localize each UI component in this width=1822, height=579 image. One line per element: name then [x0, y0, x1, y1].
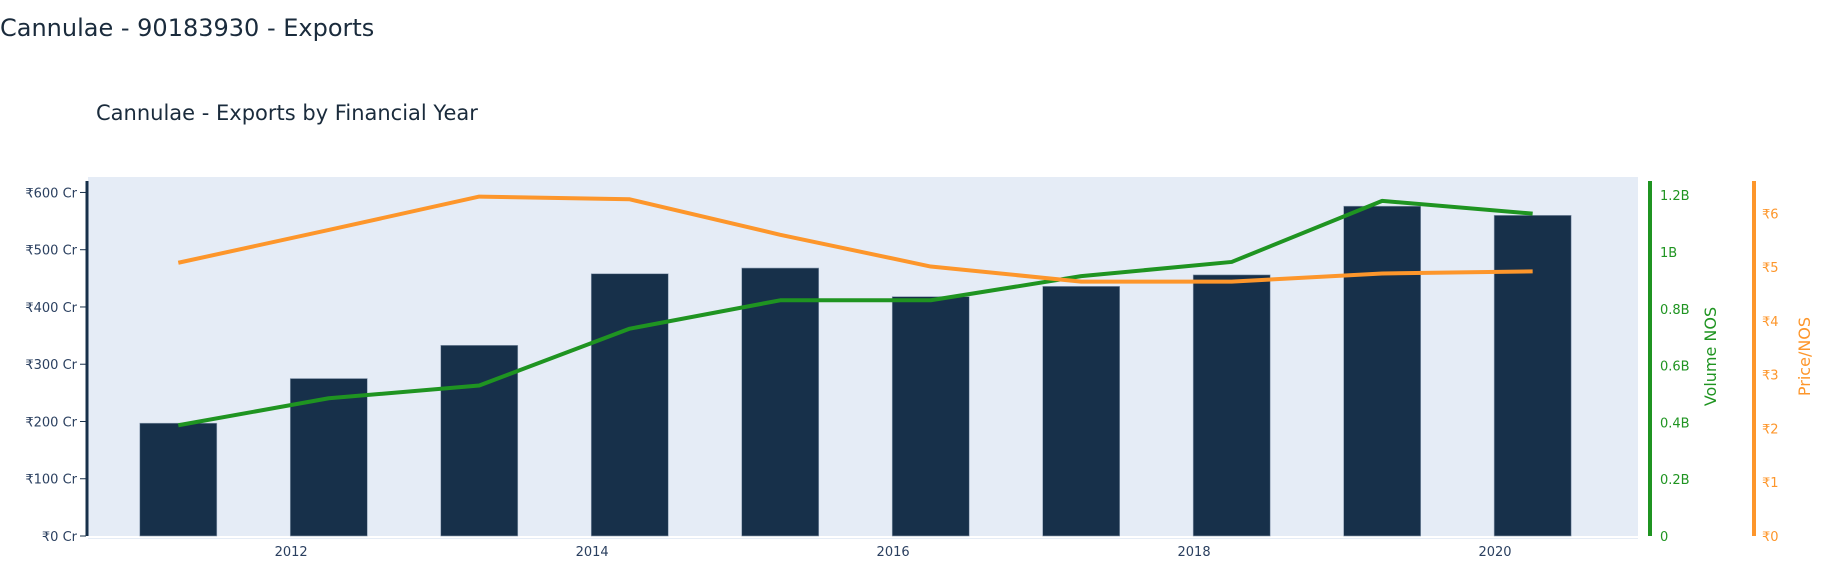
bar-2020	[1493, 215, 1572, 537]
y-tick-label: ₹500 Cr	[25, 244, 77, 259]
chart-title: Cannulae - Exports by Financial Year	[96, 101, 478, 125]
y3-tick-label: ₹2	[1762, 422, 1779, 437]
y-tick-label: ₹0 Cr	[42, 530, 78, 545]
x-tick-label: 2012	[275, 545, 308, 560]
y-tick-label: ₹200 Cr	[25, 415, 77, 430]
y2-tick-label: 0.4B	[1660, 416, 1690, 431]
y3-tick-label: ₹1	[1762, 476, 1779, 491]
y-tick-label: ₹100 Cr	[25, 473, 77, 488]
bar-2018	[1192, 274, 1271, 537]
bar-2015	[741, 267, 820, 537]
y3-tick-label: ₹4	[1762, 315, 1779, 330]
y3-axis-title: Price/NOS	[1795, 317, 1814, 396]
y2-tick-label: 0.8B	[1660, 303, 1690, 318]
bar-2016	[891, 296, 970, 537]
y-tick-label: ₹600 Cr	[25, 186, 77, 201]
y3-tick-label: ₹6	[1762, 207, 1779, 222]
y3-tick-label: ₹3	[1762, 369, 1779, 384]
bar-2011	[139, 422, 218, 537]
line-price-nos	[177, 194, 1533, 284]
y2-tick-label: 1B	[1660, 246, 1677, 261]
bar-2019	[1343, 205, 1421, 537]
y2-tick-label: 1.2B	[1660, 189, 1690, 204]
y3-tick-label: ₹5	[1762, 261, 1779, 276]
x-tick-label: 2020	[1478, 545, 1511, 560]
y2-axis-title: Volume NOS	[1701, 307, 1720, 406]
y2-tick-label: 0.2B	[1660, 473, 1690, 488]
y3-tick-label: ₹0	[1762, 530, 1779, 545]
page-title: Cannulae - 90183930 - Exports	[0, 14, 375, 42]
y2-tick-label: 0	[1660, 530, 1668, 545]
bar-2014	[590, 273, 669, 537]
x-tick-label: 2014	[576, 545, 609, 560]
x-tick-label: 2016	[877, 545, 910, 560]
y-tick-label: ₹400 Cr	[25, 301, 77, 316]
y2-tick-label: 0.6B	[1660, 360, 1690, 375]
x-tick-label: 2018	[1178, 545, 1211, 560]
bar-2017	[1042, 286, 1121, 537]
line-volume-nos	[177, 198, 1533, 428]
y-tick-label: ₹300 Cr	[25, 358, 77, 373]
